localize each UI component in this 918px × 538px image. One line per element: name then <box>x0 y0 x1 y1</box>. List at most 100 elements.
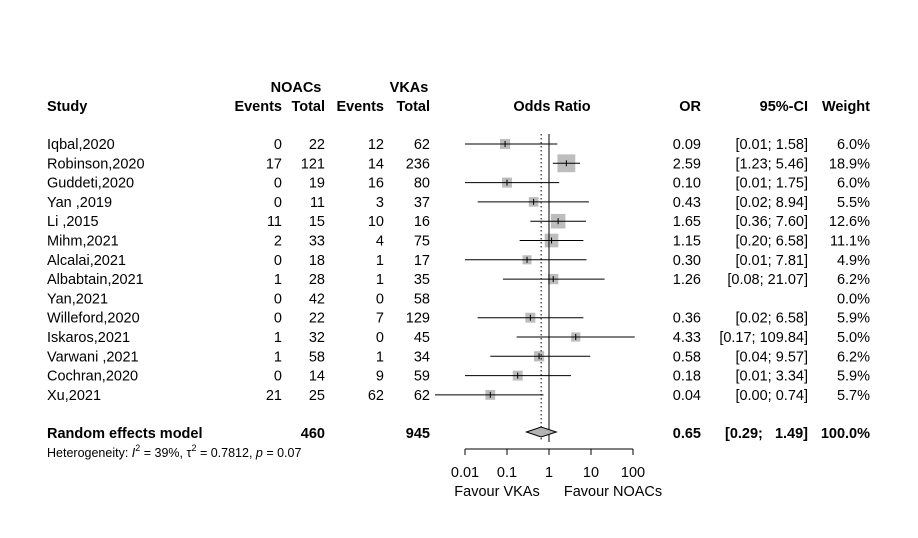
events1-cell: 0 <box>274 311 282 327</box>
pooled-diamond <box>524 426 558 438</box>
het-tau2-symbol: τ <box>187 446 192 460</box>
total1-cell: 32 <box>309 330 325 346</box>
study-label: Li ,2015 <box>47 214 99 230</box>
events1-cell: 0 <box>274 176 282 192</box>
het-i2-value: = 39%, <box>140 446 186 460</box>
total2-cell: 129 <box>406 311 430 327</box>
ci-cell: [0.01; 7.81] <box>735 253 808 269</box>
ci-cell: [0.36; 7.60] <box>735 214 808 230</box>
total2-cell: 59 <box>414 369 430 385</box>
total2-cell: 62 <box>414 388 430 404</box>
het-tau2-value: = 0.7812, <box>196 446 255 460</box>
ci-cell: [0.00; 0.74] <box>735 388 808 404</box>
weight-cell: 0.0% <box>837 291 870 307</box>
header-group1: NOACs <box>271 80 322 96</box>
study-label: Mihm,2021 <box>47 234 119 250</box>
weight-cell: 11.1% <box>830 234 870 250</box>
weight-cell: 6.0% <box>837 176 870 192</box>
het-p-value: = 0.07 <box>263 446 302 460</box>
ci-cell: [0.01; 1.75] <box>735 176 808 192</box>
plot-area: 0.01 0.1 1 10 100 <box>435 134 645 481</box>
events2-cell: 7 <box>376 311 384 327</box>
events2-cell: 9 <box>376 369 384 385</box>
events1-cell: 1 <box>274 272 282 288</box>
events1-cell: 11 <box>267 214 282 230</box>
weight-cell: 5.7% <box>837 388 870 404</box>
events1-cell: 0 <box>274 291 282 307</box>
total2-cell: 16 <box>414 214 430 230</box>
or-cell: 0.09 <box>673 137 701 153</box>
weight-cell: 5.5% <box>837 195 870 211</box>
events2-cell: 14 <box>368 156 384 172</box>
total1-cell: 22 <box>309 137 325 153</box>
study-label: Cochran,2020 <box>47 369 138 385</box>
events2-cell: 1 <box>376 253 384 269</box>
ci-cell: [0.01; 1.58] <box>735 137 808 153</box>
study-label: Willeford,2020 <box>47 311 140 327</box>
total1-cell: 121 <box>301 156 325 172</box>
or-cell: 1.26 <box>673 272 701 288</box>
events2-cell: 10 <box>368 214 384 230</box>
total2-cell: 62 <box>414 137 430 153</box>
total2-cell: 17 <box>414 253 430 269</box>
total2-cell: 75 <box>414 234 430 250</box>
events1-cell: 0 <box>274 137 282 153</box>
ci-cell: [0.02; 8.94] <box>735 195 808 211</box>
total2-cell: 45 <box>414 330 430 346</box>
total1-cell: 15 <box>309 214 325 230</box>
study-label: Iskaros,2021 <box>47 330 130 346</box>
events2-cell: 12 <box>368 137 384 153</box>
total2-cell: 35 <box>414 272 430 288</box>
events2-cell: 4 <box>376 234 384 250</box>
header-group2: VKAs <box>390 80 429 96</box>
weight-cell: 5.0% <box>837 330 870 346</box>
events2-cell: 0 <box>376 291 384 307</box>
het-p-symbol: p <box>255 446 263 460</box>
events2-cell: 1 <box>376 272 384 288</box>
total1-cell: 11 <box>310 195 325 211</box>
weight-cell: 6.2% <box>837 349 870 365</box>
total2-cell: 80 <box>414 176 430 192</box>
total1-cell: 42 <box>309 291 325 307</box>
total1-cell: 28 <box>309 272 325 288</box>
total2-cell: 34 <box>414 349 430 365</box>
study-label: Alcalai,2021 <box>47 253 126 269</box>
total1-cell: 18 <box>309 253 325 269</box>
total2-cell: 58 <box>414 291 430 307</box>
weight-cell: 6.0% <box>837 137 870 153</box>
events2-cell: 0 <box>376 330 384 346</box>
events1-cell: 1 <box>274 349 282 365</box>
or-cell: 0.04 <box>673 388 701 404</box>
or-cell: 0.43 <box>673 195 701 211</box>
events1-cell: 0 <box>274 253 282 269</box>
weight-cell: 4.9% <box>837 253 870 269</box>
header-weight: Weight <box>822 99 870 115</box>
pooled-weight: 100.0% <box>821 426 870 442</box>
header-events1: Events <box>234 99 282 115</box>
pooled-ci: [0.29; 1.49] <box>725 426 808 442</box>
het-tau2-exp: 2 <box>191 443 196 453</box>
pooled-total1: 460 <box>301 426 325 442</box>
header-odds-ratio: Odds Ratio <box>513 99 590 115</box>
or-cell: 0.36 <box>673 311 701 327</box>
or-cell: 0.10 <box>673 176 701 192</box>
ci-cell: [0.02; 6.58] <box>735 311 808 327</box>
study-label: Yan,2021 <box>47 291 108 307</box>
header-total1: Total <box>291 99 325 115</box>
x-tick-label: 0.01 <box>451 465 479 481</box>
ci-cell: [0.01; 3.34] <box>735 369 808 385</box>
or-cell: 0.30 <box>673 253 701 269</box>
or-cell: 0.58 <box>673 349 701 365</box>
heterogeneity-text: Heterogeneity: I2 = 39%, τ2 = 0.7812, p … <box>47 443 301 460</box>
or-cell: 2.59 <box>673 156 701 172</box>
favour-right-label: Favour NOACs <box>564 484 662 500</box>
header-events2: Events <box>336 99 384 115</box>
x-tick-label: 10 <box>583 465 599 481</box>
ci-cell: [0.08; 21.07] <box>727 272 808 288</box>
study-label: Iqbal,2020 <box>47 137 115 153</box>
favour-left-label: Favour VKAs <box>454 484 539 500</box>
study-rows: Iqbal,2020 0 22 12 62 0.09 [0.01; 1.58] 6.0%Rob… <box>47 137 870 404</box>
study-label: Guddeti,2020 <box>47 176 134 192</box>
events2-cell: 1 <box>376 349 384 365</box>
